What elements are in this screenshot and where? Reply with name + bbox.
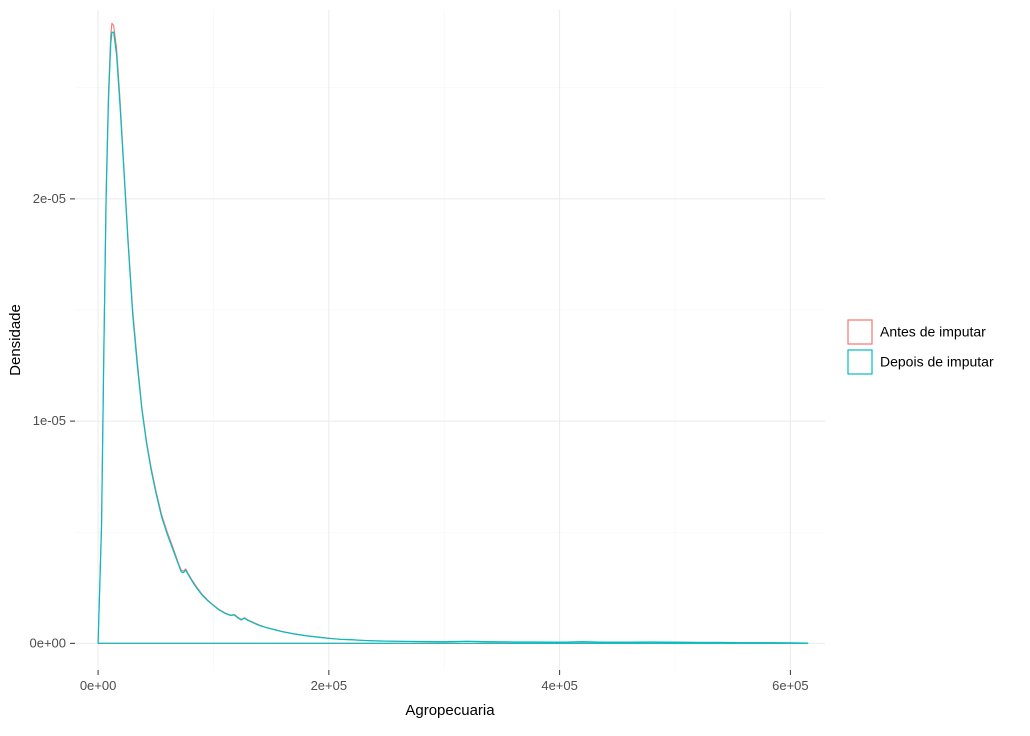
y-tick-label: 1e-05 bbox=[33, 413, 66, 428]
density-chart: 0e+00 2e+05 4e+05 6e+05 0e+00 1e-05 2e-05 Agrop… bbox=[0, 0, 1030, 736]
y-tick-label: 0e+00 bbox=[29, 635, 66, 650]
legend-label: Antes de imputar bbox=[880, 323, 986, 339]
legend-label: Depois de imputar bbox=[880, 353, 994, 369]
y-tick-label: 2e-05 bbox=[33, 191, 66, 206]
x-tick-label: 6e+05 bbox=[772, 678, 809, 693]
plot-panel bbox=[75, 10, 825, 670]
x-tick-label: 4e+05 bbox=[541, 678, 578, 693]
x-tick-label: 0e+00 bbox=[80, 678, 117, 693]
y-axis-title: Densidade bbox=[7, 304, 24, 376]
chart-container: 0e+00 2e+05 4e+05 6e+05 0e+00 1e-05 2e-05 Agrop… bbox=[0, 0, 1030, 736]
x-axis-title: Agropecuaria bbox=[405, 702, 495, 719]
x-tick-label: 2e+05 bbox=[311, 678, 348, 693]
